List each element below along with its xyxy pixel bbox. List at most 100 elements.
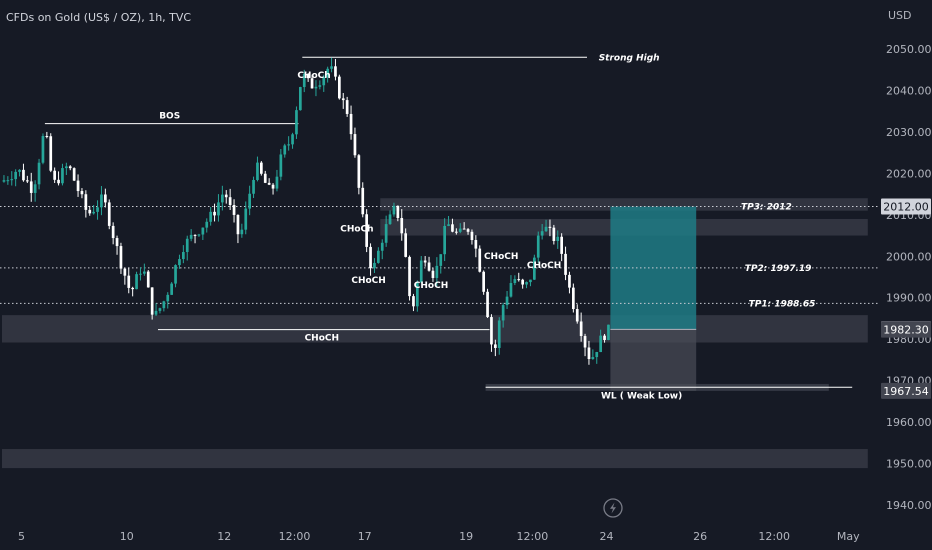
candle-body	[170, 283, 173, 295]
candle-body	[279, 154, 283, 177]
candle-body	[536, 235, 540, 258]
candle-body	[100, 194, 103, 208]
candle-body	[419, 260, 423, 283]
candle-body	[556, 236, 560, 241]
price-axis[interactable]: 1940.001950.001960.001970.001980.001990.…	[880, 0, 932, 550]
candle-body	[540, 231, 544, 236]
candle-body	[299, 87, 302, 111]
candle-body	[587, 347, 591, 359]
candle-body	[509, 283, 513, 297]
supply-zone[interactable]	[380, 198, 868, 211]
position-tool[interactable]	[610, 206, 697, 391]
currency-label: USD	[888, 9, 912, 22]
candle-body	[22, 169, 25, 181]
price-label: 2012.00	[883, 201, 929, 214]
candle-body	[287, 144, 290, 146]
price-label: 1982.30	[883, 324, 929, 337]
y-tick-label: 2040.00	[886, 84, 932, 97]
y-tick-label: 1940.00	[886, 499, 932, 512]
time-axis[interactable]: 5 10 12 12:00 17 19 12:00 24 26 12:00 May	[18, 530, 860, 543]
candle-body	[256, 162, 259, 180]
candle-body	[26, 180, 29, 182]
lightning-icon[interactable]	[603, 498, 623, 518]
candle-body	[88, 209, 92, 214]
candle-body	[135, 274, 138, 290]
annotation-lines	[0, 56, 878, 388]
y-tick-label: 1960.00	[886, 416, 932, 429]
candle-body	[513, 279, 517, 284]
candle-body	[310, 78, 314, 89]
demand-zone[interactable]	[2, 315, 868, 343]
price-label-box[interactable]	[881, 198, 931, 215]
candle-body	[369, 246, 372, 269]
candle-body	[283, 145, 287, 155]
candle-body	[443, 225, 446, 255]
annotation-label: BOS	[159, 112, 180, 122]
candle-body	[322, 76, 326, 86]
annotation-label: CHoCH	[305, 334, 339, 344]
candle-body	[49, 136, 53, 171]
candle-body	[326, 68, 329, 77]
candle-body	[154, 310, 158, 315]
candle-body	[404, 233, 407, 257]
candle-body	[76, 180, 80, 192]
price-label-box[interactable]	[881, 321, 931, 338]
annotation-label: CHoCH	[527, 261, 561, 271]
x-tick-label: 10	[120, 530, 134, 543]
x-tick-label: 26	[693, 530, 707, 543]
candle-body	[345, 100, 349, 114]
candle-body	[490, 317, 493, 345]
candle-body	[143, 271, 146, 274]
y-tick-label: 2020.00	[886, 167, 932, 180]
x-tick-label: 12:00	[758, 530, 790, 543]
candle-body	[591, 357, 595, 359]
stop-area[interactable]	[610, 329, 697, 391]
candle-body	[123, 268, 127, 276]
candle-body	[33, 184, 37, 193]
candle-body	[579, 321, 583, 337]
candle-body	[37, 162, 41, 185]
candle-body	[501, 305, 505, 321]
candle-body	[400, 218, 404, 234]
candle-body	[111, 225, 115, 239]
candle-body	[568, 274, 571, 288]
candle-body	[92, 211, 95, 214]
candle-body	[131, 287, 134, 290]
candle-body	[236, 214, 240, 235]
annotation-label: WL ( Weak Low)	[601, 391, 682, 401]
candle-body	[6, 180, 10, 182]
candle-body	[361, 187, 365, 215]
candle-body	[330, 66, 333, 69]
candle-body	[197, 234, 201, 236]
x-tick-label: May	[837, 530, 860, 543]
candle-body	[302, 73, 306, 88]
candle-body	[466, 229, 470, 232]
annotation-label: CHoCH	[484, 252, 518, 262]
y-tick-label: 2050.00	[886, 43, 932, 56]
candle-body	[497, 320, 501, 348]
candle-body	[41, 135, 45, 163]
candle-body	[470, 231, 474, 241]
candle-body	[291, 134, 294, 145]
candle-body	[318, 85, 322, 87]
candle-body	[10, 179, 14, 181]
price-label-box[interactable]	[881, 382, 931, 399]
candle-body	[544, 226, 548, 232]
candle-body	[408, 256, 411, 297]
x-tick-label: 17	[358, 530, 372, 543]
candle-body	[119, 246, 123, 269]
candle-body	[435, 265, 439, 278]
demand-zone[interactable]	[2, 449, 868, 469]
candle-body	[603, 335, 606, 340]
candle-body	[232, 205, 236, 215]
candle-body	[178, 259, 181, 266]
candle-body	[564, 253, 567, 275]
candle-body	[240, 229, 244, 235]
candle-body	[14, 171, 17, 180]
candle-body	[18, 169, 21, 172]
y-tick-label: 2000.00	[886, 250, 932, 263]
candle-body	[127, 275, 131, 288]
candle-body	[2, 180, 6, 182]
annotation-label: CHoCH	[414, 281, 448, 291]
